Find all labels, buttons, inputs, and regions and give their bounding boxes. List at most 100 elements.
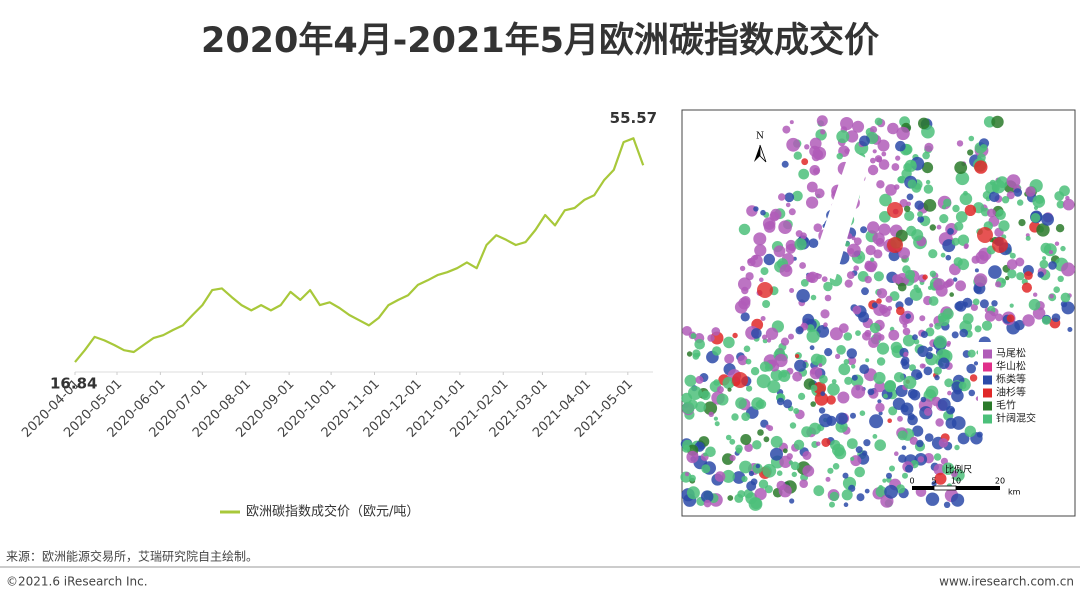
map-blob	[1006, 314, 1015, 323]
map-blob	[1037, 271, 1044, 278]
map-blob	[920, 396, 927, 403]
map-blob	[789, 498, 795, 504]
map-blob	[1049, 294, 1054, 299]
map-blob	[964, 425, 976, 437]
map-blob	[850, 456, 855, 461]
map-blob	[763, 436, 770, 443]
map-blob	[818, 407, 826, 414]
map-blob	[906, 193, 914, 201]
map-blob	[786, 453, 793, 460]
scale-title: 比例尺	[945, 464, 972, 476]
map-blob	[808, 238, 819, 248]
map-legend-swatch	[983, 414, 992, 424]
map-blob	[887, 122, 899, 135]
map-blob	[1005, 275, 1010, 281]
map-blob	[889, 465, 895, 472]
map-blob	[882, 478, 887, 483]
map-blob	[962, 297, 973, 308]
map-blob	[924, 433, 934, 442]
map-legend-swatch	[983, 349, 992, 359]
map-blob	[871, 302, 878, 309]
map-blob	[855, 446, 863, 454]
map-blob	[738, 277, 752, 291]
map-blob	[695, 401, 707, 413]
map-blob	[810, 401, 816, 407]
map-blob	[916, 372, 923, 379]
map-blob	[818, 363, 823, 368]
map-blob	[875, 402, 885, 413]
map-blob	[1054, 241, 1060, 246]
map-blob	[900, 358, 908, 366]
map-blob	[763, 253, 775, 266]
map-blob	[901, 445, 907, 451]
map-blob	[783, 399, 793, 409]
map-blob	[897, 430, 908, 441]
map-blob	[869, 414, 884, 429]
map-blob	[913, 338, 920, 345]
map-blob	[905, 269, 916, 280]
map-blob	[902, 323, 908, 329]
map-blob	[813, 485, 825, 497]
map-blob	[896, 306, 905, 316]
map-blob	[925, 492, 940, 506]
map-blob	[967, 349, 976, 358]
map-blob	[843, 502, 849, 508]
map-blob	[925, 352, 934, 360]
map-blob	[972, 298, 980, 306]
map-blob	[1006, 174, 1021, 189]
map-blob	[778, 369, 791, 382]
map-blob	[832, 463, 840, 470]
map-blob	[924, 407, 932, 416]
map-blob	[859, 410, 866, 417]
map-blob	[753, 232, 767, 246]
map-blob	[800, 279, 809, 287]
map-blob	[851, 364, 856, 369]
map-blob	[795, 354, 800, 359]
map-blob	[873, 371, 886, 385]
map-blob	[933, 463, 946, 476]
scale-unit: km	[1008, 488, 1021, 497]
map-blob	[747, 257, 756, 267]
map-blob	[767, 380, 781, 394]
map-blob	[945, 254, 952, 261]
map-blob	[800, 232, 807, 240]
map-blob	[727, 387, 732, 392]
map-blob	[825, 476, 831, 482]
map-blob	[897, 415, 903, 422]
map-blob	[859, 364, 870, 374]
map-blob	[751, 328, 762, 339]
map-blob	[682, 326, 692, 336]
map-blob	[847, 243, 861, 258]
map-blob	[884, 484, 898, 499]
map-blob	[885, 295, 893, 303]
chart-title: 2020年4月-2021年5月欧洲碳指数成交价	[201, 20, 879, 61]
map-blob	[917, 345, 929, 357]
map-blob	[741, 412, 751, 421]
map-blob	[684, 374, 697, 387]
map-blob	[1048, 250, 1054, 255]
map-blob	[869, 126, 878, 134]
map-blob	[951, 237, 960, 246]
map-blob	[955, 280, 966, 292]
map-blob	[1056, 200, 1065, 209]
map-blob	[974, 160, 988, 174]
map-blob	[922, 274, 928, 280]
map-blob	[778, 484, 792, 498]
map-blob	[907, 414, 918, 426]
map-blob	[867, 164, 879, 176]
map-blob	[729, 438, 736, 445]
map-blob	[714, 471, 726, 482]
map-blob	[853, 237, 862, 246]
map-blob	[867, 388, 875, 396]
map-blob	[873, 249, 883, 259]
map-blob	[814, 392, 829, 406]
map-blob	[701, 490, 714, 503]
map-blob	[974, 325, 982, 333]
map-blob	[682, 401, 695, 415]
map-blob	[837, 391, 850, 404]
map-blob	[979, 299, 989, 309]
map-blob	[755, 463, 761, 469]
map-blob	[846, 438, 858, 449]
map-blob	[903, 163, 912, 172]
map-blob	[938, 357, 950, 370]
